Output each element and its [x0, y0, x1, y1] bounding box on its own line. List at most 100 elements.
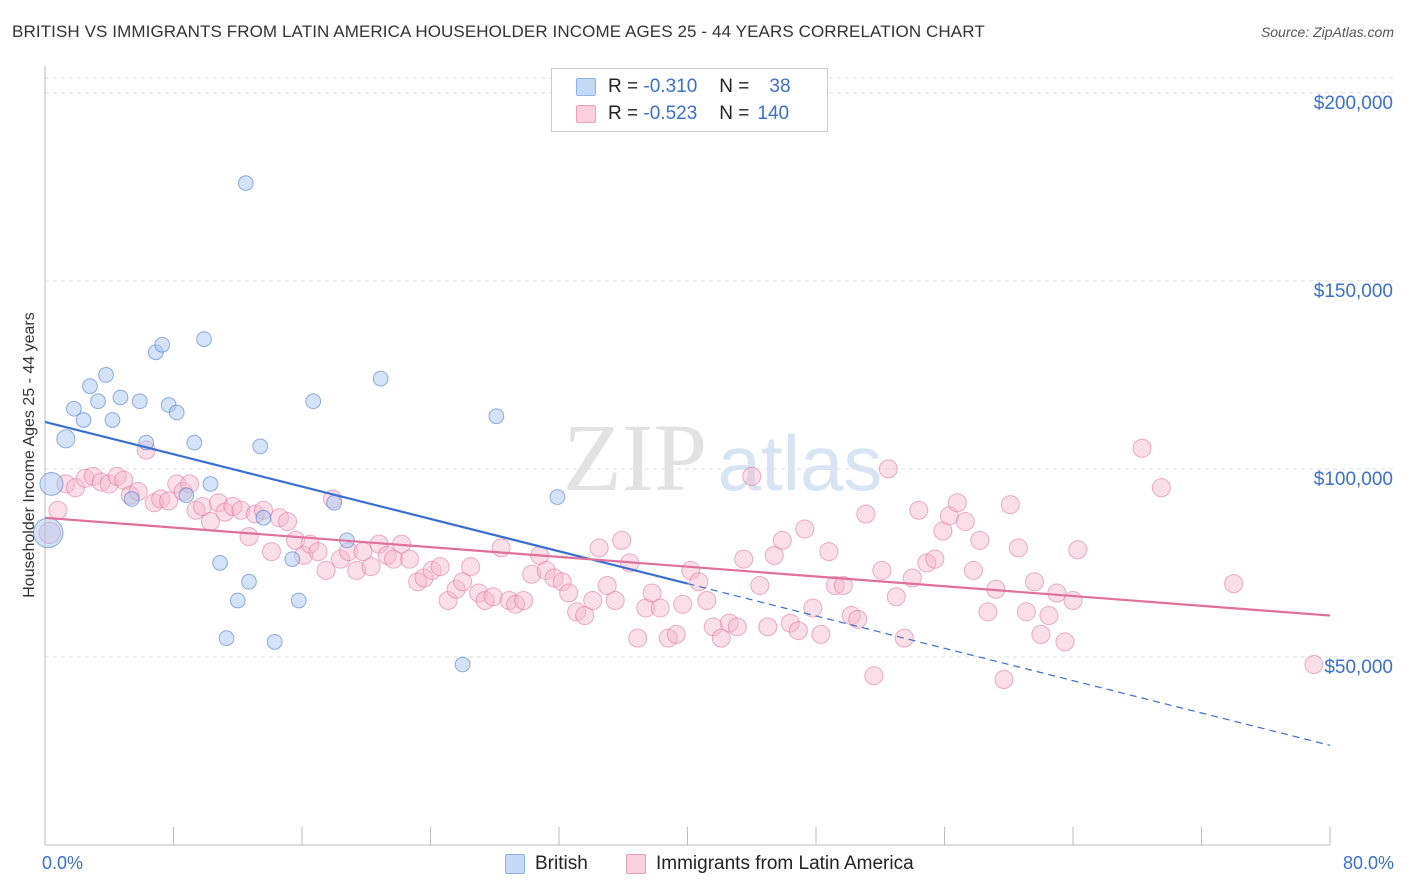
british-point: [178, 487, 195, 504]
british-point: [123, 491, 140, 507]
latin-point: [673, 594, 693, 614]
latin-point: [650, 598, 670, 618]
latin-point: [886, 587, 906, 607]
latin-point: [514, 591, 534, 611]
latin-point: [331, 549, 351, 569]
british-trend-line: [44, 420, 688, 585]
latin-point: [780, 613, 800, 633]
british-point: [212, 555, 228, 571]
latin-point: [499, 591, 519, 611]
latin-point: [803, 598, 823, 618]
chart-title: BRITISH VS IMMIGRANTS FROM LATIN AMERICA…: [12, 22, 985, 41]
latin-point: [377, 545, 397, 565]
british-trend-extension: [687, 583, 1331, 746]
british-point: [32, 517, 64, 549]
latin-point: [703, 617, 723, 637]
latin-point: [1024, 572, 1044, 592]
x-tick-label-min: 0.0%: [42, 853, 84, 873]
british-point: [131, 393, 148, 410]
latin-point: [278, 512, 298, 532]
latin-point: [1031, 624, 1051, 644]
british-point: [454, 656, 471, 673]
legend-label-latin: Immigrants from Latin America: [656, 853, 914, 874]
latin-point: [711, 628, 731, 648]
british-points: [32, 175, 566, 673]
latin-point: [811, 624, 831, 644]
watermark-atlas: atlas: [718, 419, 883, 507]
british-point: [196, 331, 212, 348]
axes: [44, 66, 1331, 846]
latin-point: [99, 474, 119, 494]
british-legend-swatch: [505, 854, 525, 874]
british-point: [372, 370, 389, 387]
latin-point: [1063, 591, 1083, 611]
legend-n-value-latin: 140: [757, 103, 790, 124]
latin-point: [612, 530, 632, 550]
latin-point: [697, 591, 717, 611]
latin-point: [848, 609, 868, 629]
latin-america-points: [38, 438, 1324, 690]
british-point: [186, 434, 203, 451]
latin-point: [970, 530, 990, 550]
latin-point: [1304, 654, 1324, 674]
latin-point: [446, 579, 466, 599]
latin-point: [361, 557, 381, 577]
latin-point: [963, 560, 983, 580]
latin-point: [308, 542, 328, 562]
latin-point: [1068, 540, 1088, 560]
latin-point: [642, 583, 662, 603]
british-point: [305, 393, 322, 410]
latin-point: [384, 549, 404, 569]
british-point: [255, 509, 272, 526]
latin-point: [856, 504, 876, 524]
latin-point: [1039, 606, 1059, 626]
latin-point: [605, 591, 625, 611]
latin-point: [872, 560, 892, 580]
legend-n-label: N =: [719, 76, 750, 97]
latin-point: [772, 530, 792, 550]
latin-point: [1008, 538, 1028, 558]
latin-point: [300, 534, 320, 554]
latin-point: [208, 493, 228, 513]
latin-point: [159, 491, 179, 511]
latin-point: [795, 519, 815, 539]
british-swatch: [576, 78, 596, 96]
latin-point: [909, 500, 929, 520]
latin-point: [758, 617, 778, 637]
legend-r-label: R =: [608, 76, 639, 97]
latin-point: [925, 549, 945, 569]
latin-point: [734, 549, 754, 569]
latin-point: [597, 575, 617, 596]
latin-point: [1132, 438, 1152, 458]
latin-point: [438, 591, 458, 611]
latin-point: [1055, 632, 1075, 652]
british-point: [241, 573, 257, 590]
legend-r-value-british: -0.310: [643, 76, 698, 97]
latin-point: [727, 617, 747, 637]
british-point: [202, 476, 219, 492]
british-point: [82, 378, 98, 395]
british-point: [326, 494, 343, 511]
latin-point: [107, 466, 127, 486]
source-label: Source: ZipAtlas.com: [1260, 24, 1394, 40]
latin-point: [536, 560, 556, 580]
x-tick-label-max: 80.0%: [1342, 853, 1394, 873]
latin-point: [947, 493, 967, 513]
latin-point: [483, 587, 503, 607]
latin-point: [589, 538, 609, 558]
latin-point: [400, 549, 420, 569]
latin-point: [575, 606, 595, 626]
latin-point: [878, 459, 898, 479]
british-point: [90, 393, 106, 410]
latin-point: [583, 591, 603, 611]
latin-point: [414, 568, 434, 588]
latin-point: [1016, 602, 1036, 622]
latin-point: [559, 583, 579, 603]
latin-point: [261, 542, 282, 562]
british-point: [168, 404, 185, 421]
latin-point: [316, 560, 336, 580]
british-point: [252, 438, 269, 455]
watermark-zip: ZIP: [563, 404, 707, 511]
legend-row-latin: R = -0.523 N = 140: [576, 103, 789, 125]
